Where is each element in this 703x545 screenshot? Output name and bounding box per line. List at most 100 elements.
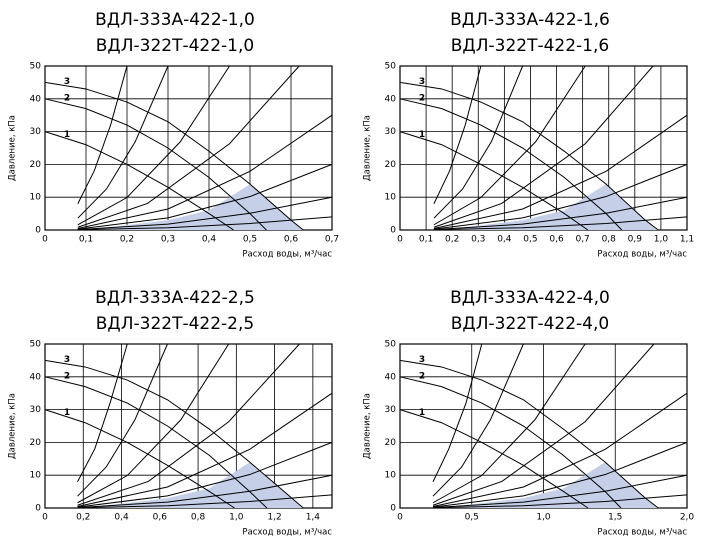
x-tick-label: 0,4 bbox=[497, 235, 512, 245]
shaded-area bbox=[441, 462, 659, 508]
y-tick-label: 30 bbox=[385, 405, 397, 415]
system-curve bbox=[77, 494, 333, 509]
system-curve bbox=[432, 441, 688, 508]
x-tick-label: 0,2 bbox=[120, 235, 134, 245]
y-tick-label: 0 bbox=[390, 226, 396, 236]
x-axis-label: Расход воды, м³/час bbox=[242, 250, 332, 260]
x-tick-label: 0,8 bbox=[191, 513, 206, 523]
x-tick-label: 0,7 bbox=[575, 235, 589, 245]
system-curve bbox=[432, 343, 655, 506]
x-tick-label: 0,5 bbox=[243, 235, 257, 245]
x-tick-label: 0,6 bbox=[153, 513, 168, 523]
system-curve bbox=[432, 343, 524, 497]
x-axis-label: Расход воды, м³/час bbox=[597, 250, 687, 260]
x-tick-label: 1,0 bbox=[654, 235, 669, 245]
curve-label: 2 bbox=[64, 93, 70, 103]
x-tick-label: 1,1 bbox=[680, 235, 694, 245]
chart-title: ВДЛ-333А-422-1,6 bbox=[450, 10, 610, 30]
pump-curve bbox=[44, 359, 304, 509]
curve-label: 1 bbox=[64, 130, 70, 140]
system-curve bbox=[77, 65, 128, 204]
x-tick-label: 0,2 bbox=[76, 513, 90, 523]
system-curve bbox=[433, 216, 688, 231]
curve-label: 2 bbox=[419, 93, 425, 103]
x-tick-label: 0,3 bbox=[161, 235, 175, 245]
system-curve bbox=[433, 65, 524, 219]
x-tick-label: 1,5 bbox=[608, 513, 622, 523]
pump-curve bbox=[44, 81, 304, 231]
pump-curve bbox=[399, 81, 659, 231]
y-tick-label: 40 bbox=[385, 372, 397, 382]
system-curve bbox=[77, 343, 128, 482]
x-tick-label: 0,1 bbox=[419, 235, 433, 245]
y-tick-label: 40 bbox=[30, 372, 42, 382]
system-curve bbox=[77, 392, 333, 507]
y-tick-label: 20 bbox=[385, 160, 397, 170]
y-tick-label: 30 bbox=[30, 127, 42, 137]
shaded-area bbox=[85, 462, 304, 508]
system-curve bbox=[77, 163, 333, 230]
x-tick-label: 0,5 bbox=[465, 513, 479, 523]
system-curve bbox=[77, 114, 333, 229]
y-tick-label: 40 bbox=[385, 94, 397, 104]
system-curve bbox=[77, 343, 168, 497]
system-curve bbox=[433, 196, 688, 231]
chart-subtitle: ВДЛ-322Т-422-1,6 bbox=[451, 36, 609, 56]
chart-subtitle: ВДЛ-322Т-422-4,0 bbox=[451, 314, 609, 334]
system-curve bbox=[77, 196, 333, 231]
y-tick-label: 10 bbox=[30, 193, 42, 203]
y-tick-label: 50 bbox=[30, 340, 42, 350]
system-curve bbox=[77, 343, 300, 506]
y-axis-label: Давление, кПа bbox=[363, 115, 373, 181]
pump-curve bbox=[44, 409, 235, 509]
y-tick-label: 0 bbox=[35, 504, 41, 514]
x-tick-label: 0,4 bbox=[114, 513, 129, 523]
curve-label: 1 bbox=[64, 408, 70, 418]
y-tick-label: 0 bbox=[390, 504, 396, 514]
x-tick-label: 0 bbox=[42, 513, 48, 523]
curve-label: 3 bbox=[419, 355, 425, 365]
system-curve bbox=[77, 474, 333, 509]
curve-label: 3 bbox=[64, 355, 70, 365]
system-curve bbox=[77, 441, 333, 508]
y-tick-label: 50 bbox=[385, 340, 397, 350]
curve-label: 2 bbox=[419, 371, 425, 381]
y-tick-label: 50 bbox=[385, 62, 397, 72]
system-curve bbox=[77, 65, 230, 226]
x-tick-label: 1,0 bbox=[229, 513, 244, 523]
y-axis-label: Давление, кПа bbox=[8, 393, 18, 459]
system-curve bbox=[432, 474, 688, 509]
system-curve bbox=[433, 163, 688, 230]
x-tick-label: 0,7 bbox=[325, 235, 339, 245]
y-tick-label: 20 bbox=[30, 160, 42, 170]
system-curve bbox=[432, 494, 688, 509]
x-tick-label: 0 bbox=[42, 235, 48, 245]
x-tick-label: 0,4 bbox=[202, 235, 217, 245]
y-tick-label: 30 bbox=[385, 127, 397, 137]
x-tick-label: 0 bbox=[397, 235, 403, 245]
curve-label: 2 bbox=[64, 371, 70, 381]
x-tick-label: 0,1 bbox=[79, 235, 93, 245]
pump-curve bbox=[399, 359, 659, 509]
x-tick-label: 0,2 bbox=[445, 235, 459, 245]
system-curve bbox=[77, 65, 300, 228]
x-tick-label: 0,6 bbox=[284, 235, 299, 245]
curve-label: 1 bbox=[419, 130, 425, 140]
y-axis-label: Давление, кПа bbox=[8, 115, 18, 181]
y-tick-label: 10 bbox=[385, 193, 397, 203]
y-tick-label: 30 bbox=[30, 405, 42, 415]
shaded-area bbox=[441, 184, 659, 230]
y-tick-label: 20 bbox=[30, 438, 42, 448]
x-tick-label: 0,6 bbox=[549, 235, 564, 245]
chart-title: ВДЛ-333А-422-4,0 bbox=[450, 288, 610, 308]
x-tick-label: 1,0 bbox=[536, 513, 551, 523]
x-tick-label: 1,4 bbox=[306, 513, 321, 523]
shaded-area bbox=[86, 184, 304, 230]
y-tick-label: 0 bbox=[35, 226, 41, 236]
x-axis-label: Расход воды, м³/час bbox=[597, 528, 687, 538]
x-tick-label: 0 bbox=[397, 513, 403, 523]
y-tick-label: 10 bbox=[385, 471, 397, 481]
x-axis-label: Расход воды, м³/час bbox=[242, 528, 332, 538]
x-tick-label: 0,3 bbox=[471, 235, 485, 245]
